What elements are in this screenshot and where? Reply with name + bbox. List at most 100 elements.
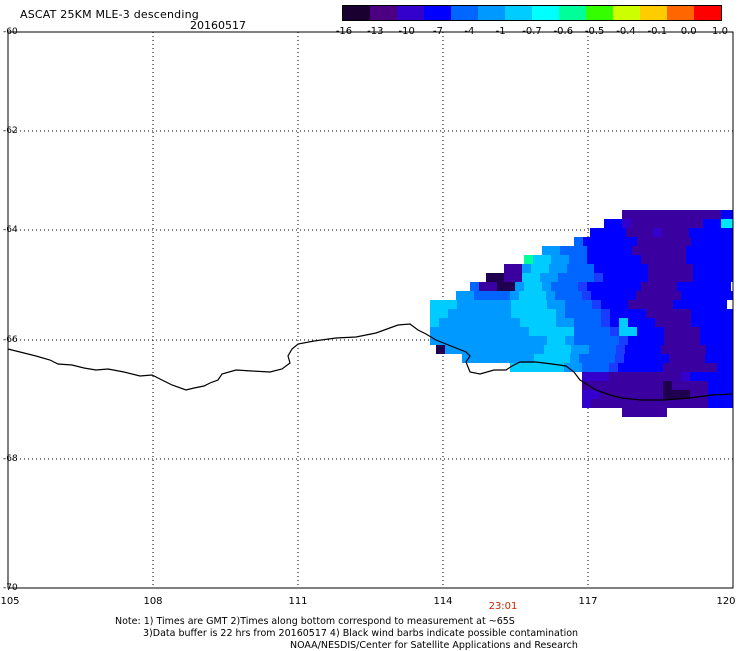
data-cell xyxy=(645,381,654,390)
data-cell xyxy=(654,291,663,300)
latitude-label: -60 xyxy=(3,27,18,37)
data-cell xyxy=(664,237,673,246)
data-cell xyxy=(574,327,583,336)
data-cell xyxy=(628,318,637,327)
data-cell xyxy=(642,354,651,363)
data-cell xyxy=(663,363,672,372)
data-cell xyxy=(445,345,454,354)
data-cell xyxy=(613,219,622,228)
data-cell xyxy=(713,246,722,255)
longitude-label: 117 xyxy=(578,596,598,607)
data-cell xyxy=(690,399,699,408)
data-cell xyxy=(475,309,484,318)
data-cell xyxy=(637,336,646,345)
data-cell xyxy=(700,237,709,246)
map-title: ASCAT 25KM MLE-3 descending xyxy=(20,8,199,21)
data-cell xyxy=(565,300,574,309)
data-cell xyxy=(547,309,556,318)
colorbar-segment xyxy=(640,6,667,20)
data-cell xyxy=(635,228,644,237)
data-cell xyxy=(668,255,677,264)
data-cell xyxy=(529,336,538,345)
data-cell xyxy=(558,273,567,282)
data-cell xyxy=(574,237,583,246)
data-cell xyxy=(520,309,529,318)
data-cell xyxy=(614,255,623,264)
data-cell xyxy=(730,219,733,228)
data-cell xyxy=(481,345,490,354)
data-cell xyxy=(605,246,614,255)
data-cell xyxy=(703,219,712,228)
note-line-3: NOAA/NESDIS/Center for Satellite Applica… xyxy=(290,640,578,651)
data-cell xyxy=(673,300,682,309)
data-cell xyxy=(534,354,543,363)
data-cell xyxy=(549,273,558,282)
data-cell xyxy=(556,336,565,345)
data-cell xyxy=(699,390,708,399)
data-cell xyxy=(499,345,508,354)
data-cell xyxy=(448,327,457,336)
data-cell xyxy=(578,255,587,264)
data-cell xyxy=(603,273,612,282)
data-cell xyxy=(551,282,560,291)
data-cell xyxy=(510,363,519,372)
data-cell xyxy=(547,336,556,345)
data-cell xyxy=(457,327,466,336)
data-cell xyxy=(718,309,727,318)
data-cell xyxy=(582,363,591,372)
data-cell xyxy=(715,345,724,354)
data-cell xyxy=(636,381,645,390)
data-cell xyxy=(655,300,664,309)
data-cell xyxy=(627,399,636,408)
data-cell xyxy=(637,318,646,327)
data-cell xyxy=(542,255,551,264)
data-cell xyxy=(472,345,481,354)
data-cell xyxy=(619,300,628,309)
data-cell xyxy=(672,390,681,399)
data-cell xyxy=(551,255,560,264)
data-cell xyxy=(475,327,484,336)
data-cell xyxy=(583,318,592,327)
data-cell xyxy=(448,309,457,318)
data-cell xyxy=(567,273,576,282)
data-cell xyxy=(682,318,691,327)
data-cell xyxy=(618,372,627,381)
data-cell xyxy=(516,354,525,363)
data-cell xyxy=(724,345,733,354)
data-cell xyxy=(659,255,668,264)
data-cell xyxy=(709,237,718,246)
data-cell xyxy=(547,327,556,336)
data-cell xyxy=(717,372,726,381)
data-cell xyxy=(708,291,717,300)
data-cell xyxy=(547,300,556,309)
data-cell xyxy=(529,300,538,309)
data-cell xyxy=(555,363,564,372)
data-cell xyxy=(583,327,592,336)
data-cell xyxy=(673,318,682,327)
data-cell xyxy=(684,264,693,273)
data-cell xyxy=(493,300,502,309)
data-cell xyxy=(663,372,672,381)
data-cell xyxy=(484,309,493,318)
time-label: 23:01 xyxy=(488,601,518,612)
data-cell xyxy=(685,210,694,219)
data-cell xyxy=(672,372,681,381)
data-cell xyxy=(694,210,703,219)
data-cell xyxy=(673,237,682,246)
data-cell xyxy=(430,309,439,318)
data-cell xyxy=(681,291,690,300)
data-cell xyxy=(709,318,718,327)
data-cell xyxy=(650,246,659,255)
data-cell xyxy=(706,345,715,354)
data-cell xyxy=(667,219,676,228)
data-cell xyxy=(704,246,713,255)
data-cell xyxy=(632,255,641,264)
longitude-label: 108 xyxy=(143,596,163,607)
data-cell xyxy=(670,345,679,354)
data-cell xyxy=(618,390,627,399)
data-cell xyxy=(570,354,579,363)
data-cell xyxy=(631,408,640,417)
data-cell xyxy=(640,210,649,219)
data-cell xyxy=(679,345,688,354)
data-cell xyxy=(655,327,664,336)
